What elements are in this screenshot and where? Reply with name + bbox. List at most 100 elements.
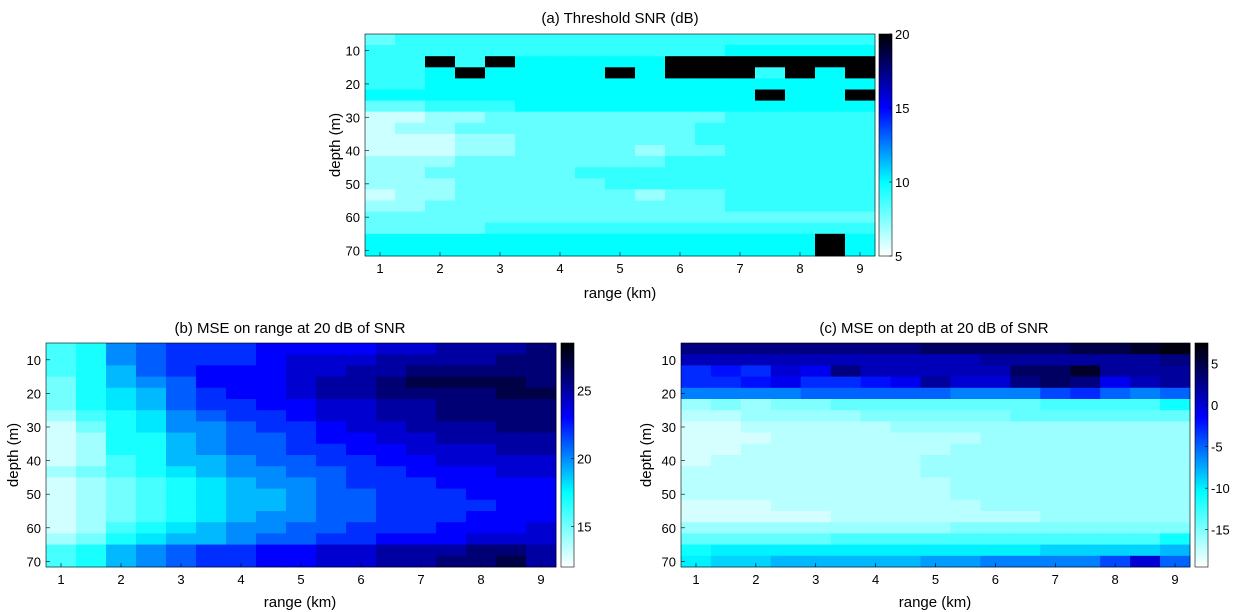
heatmap-cell <box>46 376 77 389</box>
heatmap-cell <box>725 111 756 124</box>
heatmap-cell <box>1100 533 1131 545</box>
heatmap-cell <box>920 432 951 445</box>
heatmap-cell <box>526 432 557 445</box>
heatmap-cell <box>830 477 862 489</box>
heatmap-cell <box>800 354 832 366</box>
heatmap-cell <box>466 522 497 534</box>
heatmap-cell <box>755 156 786 168</box>
heatmap-cell <box>286 421 317 433</box>
heatmap-cell <box>376 555 407 568</box>
heatmap-cell <box>770 343 802 355</box>
heatmap-cell <box>695 200 726 212</box>
heatmap-cell <box>395 111 426 124</box>
y-tick-label: 40 <box>27 454 41 469</box>
heatmap-cell <box>950 365 981 377</box>
heatmap-cell <box>455 189 486 201</box>
heatmap-cell <box>455 56 486 68</box>
heatmap-cell <box>136 477 167 489</box>
x-tick-label: 4 <box>556 261 563 276</box>
heatmap-cell <box>800 443 832 456</box>
heatmap-cell <box>286 477 317 489</box>
heatmap-cell <box>256 432 287 445</box>
heatmap-cell <box>515 56 546 68</box>
heatmap-cell <box>725 122 756 135</box>
heatmap-cell <box>920 499 951 512</box>
heatmap-cell <box>316 354 347 366</box>
heatmap-cell <box>920 421 951 433</box>
heatmap-cell <box>950 376 981 389</box>
heatmap-cell <box>710 387 742 400</box>
heatmap-cell <box>545 145 576 157</box>
heatmap-cell <box>920 477 951 489</box>
heatmap-cell <box>46 365 77 377</box>
heatmap-cell <box>1070 544 1101 557</box>
heatmap-cell <box>365 122 396 135</box>
heatmap-cell <box>346 365 377 377</box>
heatmap-cell <box>950 555 981 568</box>
heatmap-cell <box>950 511 981 523</box>
heatmap-cell <box>365 100 396 113</box>
x-tick-label: 3 <box>177 572 184 587</box>
heatmap-cell <box>725 78 756 90</box>
heatmap-cell <box>1040 432 1071 445</box>
heatmap-cell <box>860 432 891 445</box>
heatmap-cell <box>406 455 437 467</box>
heatmap-cell <box>1100 354 1131 366</box>
heatmap-cell <box>76 343 107 355</box>
heatmap-cell <box>466 399 497 411</box>
heatmap-cell <box>485 178 516 190</box>
heatmap-cell <box>1160 511 1191 523</box>
heatmap-cell <box>226 343 257 355</box>
heatmap-cell <box>665 167 696 179</box>
heatmap-cell <box>755 56 786 68</box>
heatmap-cell <box>755 122 786 135</box>
heatmap-cell <box>316 466 347 478</box>
heatmap-cell <box>1100 477 1131 489</box>
heatmap-cell <box>545 78 576 90</box>
heatmap-cell <box>635 178 666 190</box>
heatmap-cell <box>800 421 832 433</box>
heatmap-cell <box>830 533 862 545</box>
heatmap-cell <box>106 522 137 534</box>
heatmap-cell <box>845 178 876 190</box>
heatmap-cell <box>436 421 467 433</box>
heatmap-cell <box>695 167 726 179</box>
x-tick-label: 6 <box>992 572 999 587</box>
heatmap-cell <box>695 244 726 257</box>
heatmap-cell <box>980 555 1011 568</box>
heatmap-cell <box>1070 522 1101 534</box>
heatmap-cell <box>920 511 951 523</box>
heatmap-cell <box>346 466 377 478</box>
heatmap-cell <box>515 156 546 168</box>
heatmap-cell <box>436 499 467 512</box>
heatmap-cell <box>605 34 636 46</box>
x-ticks-a: 1 2 3 4 5 6 7 8 9 <box>376 252 864 276</box>
heatmap-cell <box>346 511 377 523</box>
x-tick-label: 6 <box>676 261 683 276</box>
heatmap-cell <box>575 34 606 46</box>
heatmap-cell <box>740 387 772 400</box>
heatmap-cell <box>196 488 227 501</box>
heatmap-cell <box>395 122 426 135</box>
heatmap-cell <box>830 376 862 389</box>
heatmap-cell <box>830 466 862 478</box>
y-ticks-c: 10 20 30 40 50 60 70 <box>662 353 685 569</box>
heatmap-cell <box>1160 354 1191 366</box>
heatmap-cell <box>1070 410 1101 422</box>
heatmap-cell <box>1040 511 1071 523</box>
heatmap-cell <box>800 410 832 422</box>
heatmap-cell <box>395 45 426 57</box>
heatmap-cell <box>890 365 921 377</box>
heatmap-cell <box>485 189 516 201</box>
heatmap-b <box>46 343 557 568</box>
heatmap-cell <box>406 343 437 355</box>
heatmap-cell <box>830 522 862 534</box>
heatmap-cell <box>526 443 557 456</box>
heatmap-cell <box>800 555 832 568</box>
heatmap-cell <box>436 533 467 545</box>
heatmap-cell <box>920 555 951 568</box>
heatmap-cell <box>166 533 197 545</box>
heatmap-cell <box>1100 421 1131 433</box>
heatmap-cell <box>830 399 862 411</box>
heatmap-cell <box>166 421 197 433</box>
